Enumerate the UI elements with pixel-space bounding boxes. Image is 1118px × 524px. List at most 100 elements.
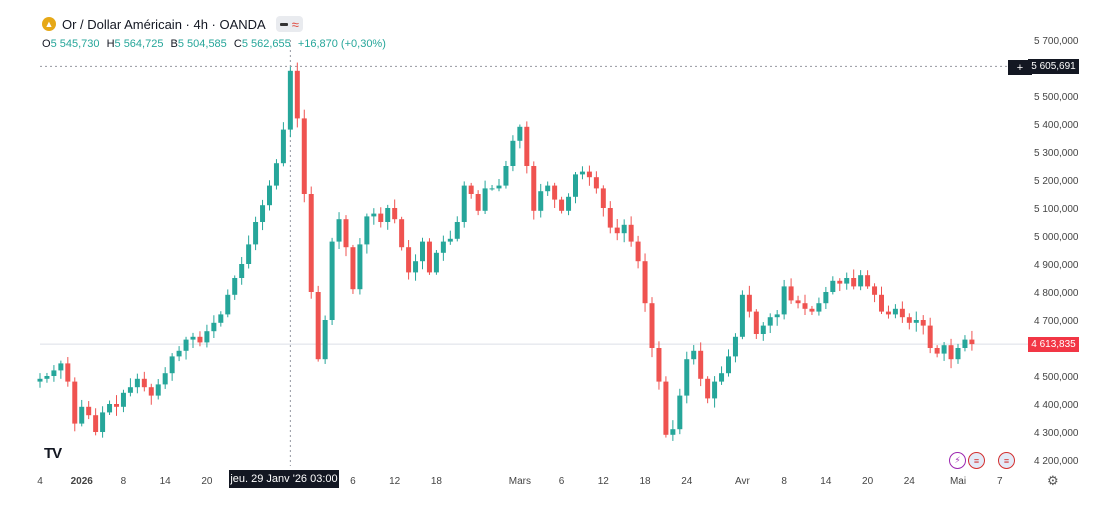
time-tick-label: Avr [735, 476, 750, 487]
candle-body [621, 224, 627, 234]
candle-body [885, 311, 891, 315]
candle-body [760, 325, 766, 334]
candle-body [579, 171, 585, 175]
candle-body [93, 415, 99, 432]
candle-body [767, 317, 773, 326]
candle-body [607, 208, 613, 228]
candle-body [169, 356, 175, 374]
candle-body [350, 247, 356, 290]
time-tick-label: 8 [781, 476, 787, 487]
time-tick-label: 6 [350, 476, 356, 487]
candle-body [656, 348, 662, 382]
candle-body [148, 387, 154, 396]
candle-body [44, 376, 50, 379]
tradingview-logo[interactable]: TV [44, 445, 62, 462]
candle-body [399, 219, 405, 248]
candle-body [524, 126, 530, 166]
candle-body [600, 188, 606, 208]
us-flag-event-icon[interactable]: ≡ [968, 452, 985, 469]
chart-header: ▲ Or / Dollar Américain · 4h · OANDA ≈ [42, 16, 303, 32]
candle-body [127, 387, 133, 393]
candle-body [58, 363, 64, 371]
candle-body [844, 278, 850, 284]
candle-body [732, 336, 738, 357]
price-tick-label: 5 100,000 [1034, 204, 1079, 215]
candle-body [830, 280, 836, 292]
candle-body [788, 286, 794, 301]
candle-body [315, 292, 321, 360]
candle-body [287, 70, 293, 130]
settings-icon[interactable]: ⚙ [1047, 473, 1059, 488]
candle-body [246, 244, 252, 264]
price-tick-label: 5 500,000 [1034, 92, 1079, 103]
us-flag-event-icon[interactable]: ≡ [998, 452, 1015, 469]
candle-body [969, 339, 975, 345]
symbol-title[interactable]: Or / Dollar Américain · 4h · OANDA [62, 16, 266, 32]
candle-body [447, 238, 453, 242]
candle-body [614, 227, 620, 234]
candle-body [454, 222, 460, 239]
time-tick-label: 20 [201, 476, 213, 487]
candle-body [913, 320, 919, 323]
low-label: B [170, 38, 178, 50]
candle-body [684, 359, 690, 396]
candle-body [892, 308, 898, 315]
price-tick-label: 4 400,000 [1034, 400, 1079, 411]
indicator-toggle[interactable]: ≈ [275, 16, 303, 32]
candle-body [301, 118, 307, 194]
candle-body [329, 241, 335, 320]
candle-body [260, 205, 266, 222]
candle-body [357, 244, 363, 290]
crosshair-time-label: jeu. 29 Janv '26 03:00 [229, 470, 339, 488]
candle-body [628, 224, 634, 242]
plus-circle-icon[interactable]: + [1008, 60, 1032, 75]
candle-body [51, 370, 57, 376]
time-tick-label: 24 [904, 476, 916, 487]
candle-body [79, 406, 85, 424]
candle-body [934, 348, 940, 354]
price-tick-label: 5 700,000 [1034, 36, 1079, 47]
candle-body [955, 348, 961, 360]
candle-body [753, 311, 759, 334]
candle-body [503, 166, 509, 186]
time-tick-label: 20 [862, 476, 874, 487]
candle-body [141, 378, 147, 388]
candle-body [593, 177, 599, 189]
candle-body [573, 174, 578, 197]
lightning-event-icon[interactable]: ⚡ [949, 452, 966, 469]
time-tick-label: 14 [160, 476, 172, 487]
candle-body [280, 129, 286, 164]
candle-body [420, 241, 425, 262]
candle-body [211, 322, 217, 332]
candle-body [378, 213, 384, 222]
candle-body [816, 303, 822, 312]
time-tick-label: 8 [121, 476, 127, 487]
candle-body [308, 194, 314, 292]
candle-body [726, 356, 731, 374]
candle-body [802, 303, 808, 309]
candle-body [433, 252, 439, 273]
candle-body [851, 278, 857, 287]
candle-body [190, 336, 196, 340]
candle-body [670, 429, 676, 435]
time-tick-label: Mai [950, 476, 966, 487]
candle-body [906, 317, 912, 323]
candle-body [72, 381, 78, 424]
candle-body [739, 294, 745, 337]
candle-body [475, 194, 481, 211]
candle-body [225, 294, 231, 315]
candle-body [858, 275, 864, 287]
candle-body [461, 185, 467, 222]
candle-body [239, 264, 245, 278]
candle-body [482, 188, 488, 211]
price-tick-label: 5 200,000 [1034, 176, 1079, 187]
candle-body [809, 308, 815, 312]
candle-body [371, 213, 377, 217]
candle-body [134, 378, 140, 388]
candle-body [392, 208, 398, 220]
price-tick-label: 4 800,000 [1034, 288, 1079, 299]
candle-body [746, 294, 752, 312]
price-tick-label: 5 300,000 [1034, 148, 1079, 159]
candle-body [698, 350, 704, 379]
